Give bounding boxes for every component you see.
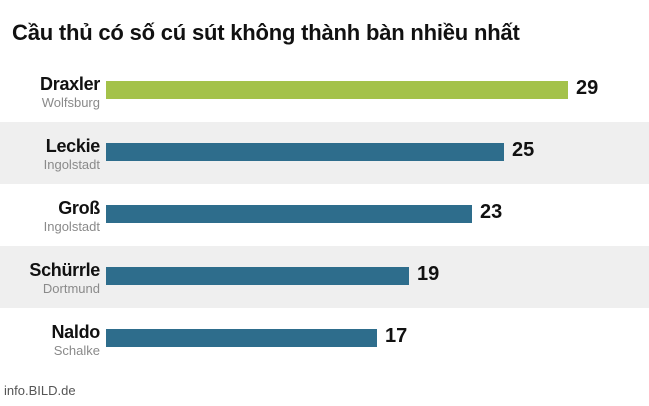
bar-value-label: 29 [576,77,599,99]
bar-value-label: 19 [417,263,440,285]
bar-row: Naldo Schalke 17 [0,308,649,370]
source-credit: info.BILD.de [4,383,76,398]
player-name: Leckie [45,136,101,156]
bar-row: Leckie Ingolstadt 25 [0,122,649,184]
bar [106,143,504,161]
team-name: Schalke [53,343,100,358]
team-name: Ingolstadt [43,219,100,234]
player-name: Naldo [51,322,100,342]
bar-value-label: 23 [480,201,503,223]
player-name: Groß [58,198,100,218]
chart-title: Cầu thủ có số cú sút không thành bàn nhi… [12,20,520,45]
player-name: Draxler [40,74,100,94]
bar-value-label: 25 [512,139,535,161]
bar [106,81,568,99]
bar-row: Groß Ingolstadt 23 [0,184,649,246]
team-name: Dortmund [42,281,100,296]
bar-value-label: 17 [385,325,408,347]
bar-row: Schürrle Dortmund 19 [0,246,649,308]
player-name: Schürrle [29,260,100,280]
bar [106,205,472,223]
team-name: Wolfsburg [41,95,100,110]
bar [106,267,409,285]
bar-row: Draxler Wolfsburg 29 [0,60,649,122]
team-name: Ingolstadt [43,157,100,172]
bar [106,329,377,347]
